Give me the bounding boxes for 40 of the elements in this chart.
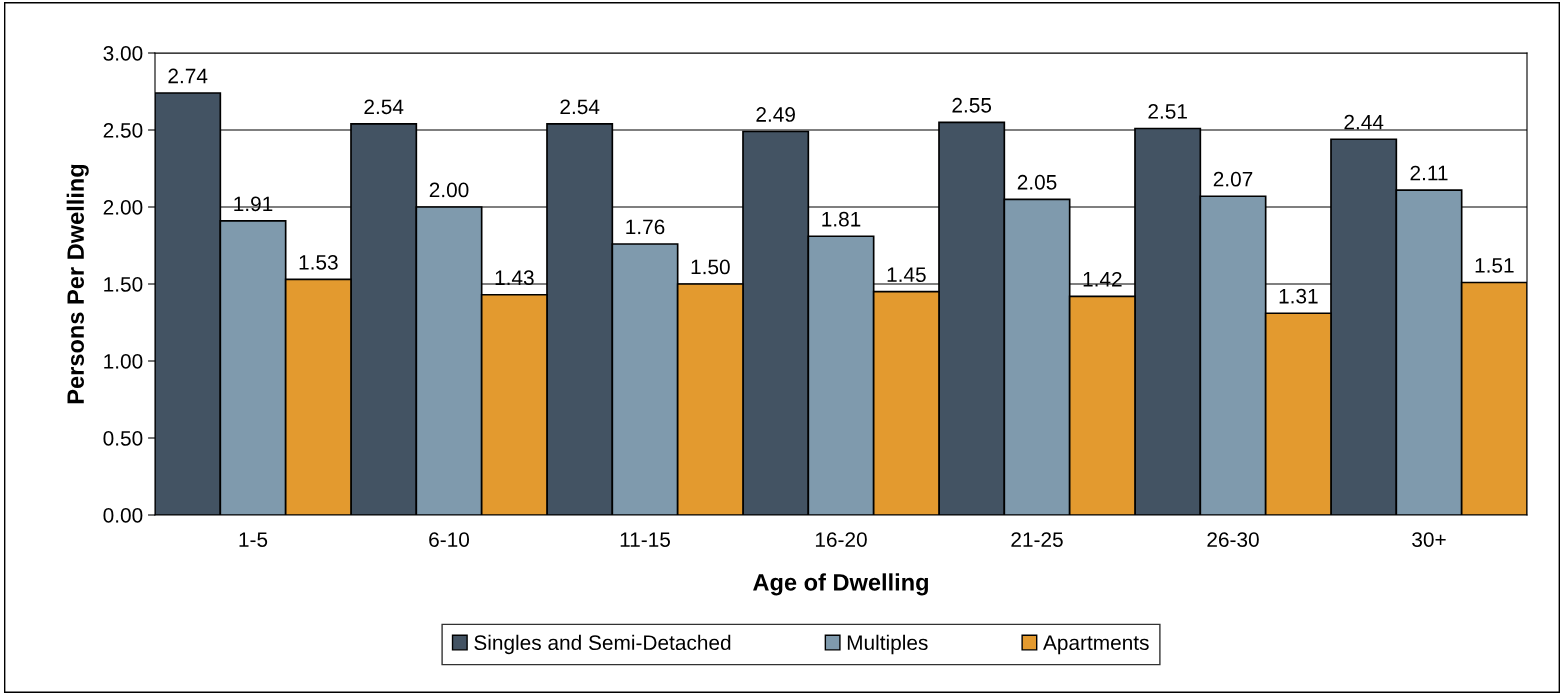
data-label: 1.53: [299, 254, 338, 270]
data-label: 1.50: [691, 259, 730, 275]
data-label: 2.11: [1410, 165, 1448, 181]
data-label: 2.55: [952, 97, 992, 113]
data-label: 1.91: [234, 196, 273, 212]
data-label: 2.54: [364, 99, 404, 115]
data-label: 1.51: [1475, 258, 1514, 273]
y-tick-label: 0.00: [103, 508, 143, 523]
x-axis-title: Age of Dwelling: [753, 573, 928, 596]
data-label: 1.31: [1279, 288, 1318, 304]
y-axis-title: Persons Per Dwelling: [66, 164, 89, 404]
y-tick-label: 1.50: [104, 277, 143, 292]
legend-label: Multiples: [847, 634, 928, 655]
data-label: 2.05: [1017, 174, 1057, 190]
legend-label: Singles and Semi-Detached: [474, 634, 731, 655]
data-label: 2.49: [756, 107, 795, 122]
x-tick-label: 1-5: [239, 532, 268, 547]
x-tick-label: 11-15: [620, 532, 670, 547]
y-tick-label: 3.00: [103, 46, 143, 61]
x-tick-label: 16-20: [815, 532, 867, 547]
data-label: 1.81: [822, 211, 861, 227]
data-label: 1.42: [1083, 271, 1122, 287]
data-label: 1.76: [626, 219, 665, 235]
data-label: 2.51: [1148, 104, 1187, 119]
x-tick-label: 26-30: [1207, 532, 1259, 547]
x-tick-label: 21-25: [1011, 532, 1063, 547]
data-label: 2.74: [168, 68, 208, 84]
data-label: 1.43: [495, 270, 534, 286]
x-tick-label: 30+: [1412, 532, 1446, 547]
y-tick-label: 2.50: [103, 123, 143, 138]
y-tick-label: 2.00: [103, 200, 143, 215]
y-tick-label: 1.00: [104, 354, 143, 369]
y-tick-label: 0.50: [103, 431, 143, 446]
data-label: 1.45: [887, 267, 926, 283]
data-label: 2.54: [560, 99, 600, 115]
legend-label: Apartments: [1043, 635, 1149, 655]
data-label: 2.00: [429, 182, 469, 198]
data-label: 2.07: [1213, 171, 1253, 187]
x-tick-label: 6-10: [429, 532, 470, 547]
data-label: 2.44: [1344, 114, 1384, 130]
